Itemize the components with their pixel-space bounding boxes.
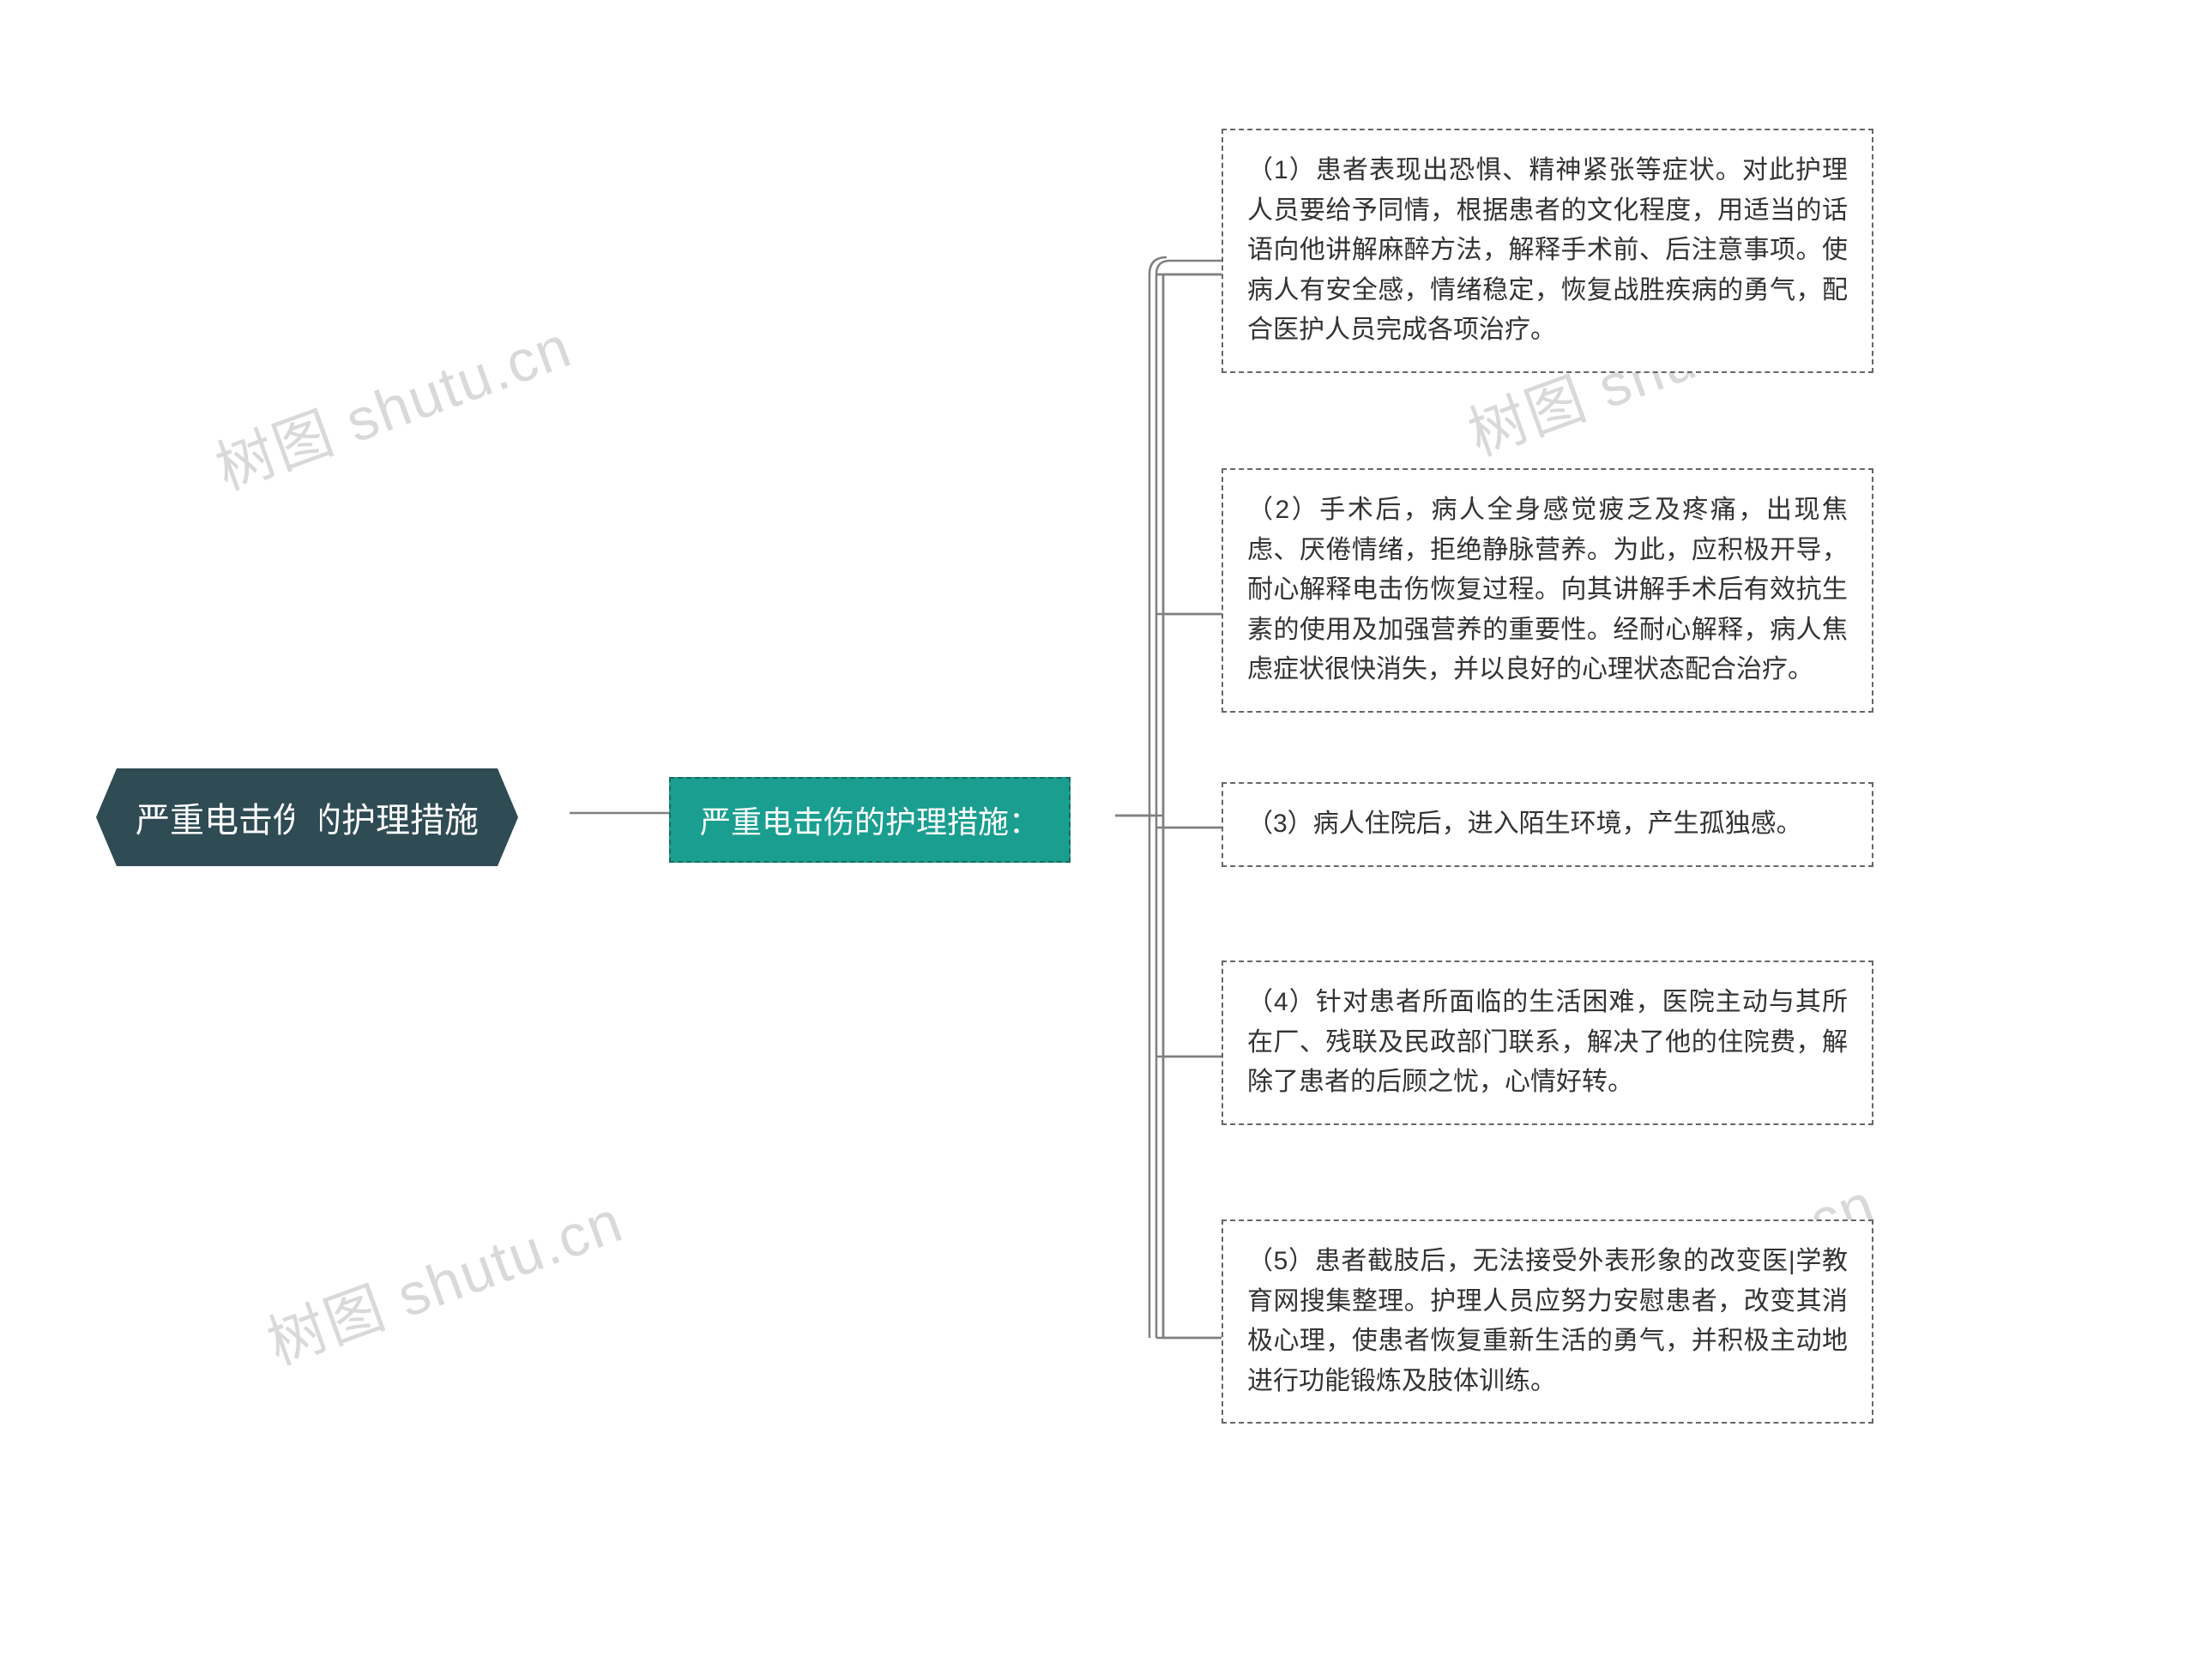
root-node: 严重电击伤的护理措施	[96, 768, 518, 866]
leaf-text: （5）患者截肢后，无法接受外表形象的改变医|学教育网搜集整理。护理人员应努力安慰…	[1247, 1247, 1848, 1395]
leaf-node-3: （3）病人住院后，进入陌生环境，产生孤独感。	[1222, 782, 1873, 867]
leaf-text: （3）病人住院后，进入陌生环境，产生孤独感。	[1247, 810, 1802, 838]
leaf-node-2: （2）手术后，病人全身感觉疲乏及疼痛，出现焦虑、厌倦情绪，拒绝静脉营养。为此，应…	[1222, 468, 1873, 713]
root-node-label: 严重电击伤的护理措施	[136, 792, 479, 842]
leaf-text: （2）手术后，病人全身感觉疲乏及疼痛，出现焦虑、厌倦情绪，拒绝静脉营养。为此，应…	[1247, 496, 1848, 683]
subtopic-node-label: 严重电击伤的护理措施：	[700, 804, 1040, 840]
watermark: 树图 shutu.cn	[254, 1174, 633, 1381]
watermark: 树图 shutu.cn	[202, 299, 582, 506]
leaf-node-1: （1）患者表现出恐惧、精神紧张等症状。对此护理人员要给予同情，根据患者的文化程度…	[1222, 129, 1873, 373]
subtopic-node: 严重电击伤的护理措施：	[669, 777, 1071, 863]
leaf-text: （4）针对患者所面临的生活困难，医院主动与其所在厂、残联及民政部门联系，解决了他…	[1247, 988, 1848, 1096]
leaf-text: （1）患者表现出恐惧、精神紧张等症状。对此护理人员要给予同情，根据患者的文化程度…	[1247, 156, 1848, 344]
leaf-node-5: （5）患者截肢后，无法接受外表形象的改变医|学教育网搜集整理。护理人员应努力安慰…	[1222, 1219, 1873, 1424]
leaf-node-4: （4）针对患者所面临的生活困难，医院主动与其所在厂、残联及民政部门联系，解决了他…	[1222, 960, 1873, 1125]
